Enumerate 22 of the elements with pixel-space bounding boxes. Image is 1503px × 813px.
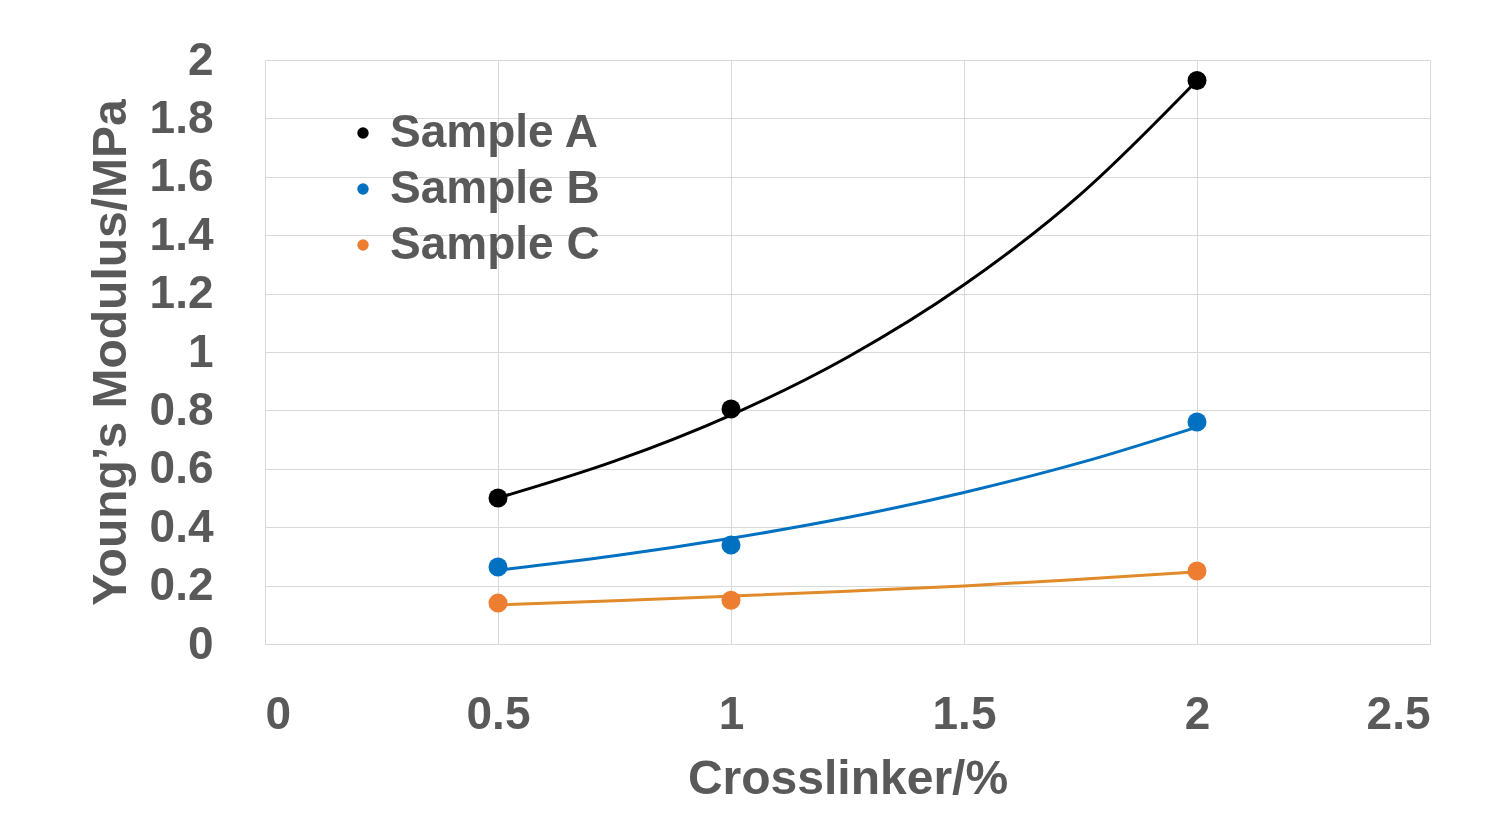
y-tick-label: 0.6 <box>149 441 214 494</box>
y-tick-label: 1.6 <box>149 149 214 202</box>
y-tick-label: 2 <box>187 32 214 85</box>
x-tick-label: 0 <box>265 686 292 739</box>
y-tick-label: 1 <box>187 324 214 377</box>
y-axis-title: Young’s Modulus/MPa <box>82 98 136 606</box>
x-tick-label: 2.5 <box>1366 686 1431 739</box>
x-axis-title: Crosslinker/% <box>687 750 1009 804</box>
y-tick-label: 1.2 <box>149 266 214 319</box>
x-tick-label: 1 <box>718 686 745 739</box>
y-tick-label: 0.8 <box>149 382 214 435</box>
x-tick-label: 1.5 <box>932 686 997 739</box>
y-tick-label: 0 <box>187 616 214 669</box>
y-tick-label: 0.2 <box>149 558 214 611</box>
y-tick-label: 1.4 <box>149 207 214 260</box>
legend-label: Sample A <box>390 105 598 157</box>
y-tick-label: 1.8 <box>149 90 214 143</box>
legend-label: Sample B <box>390 161 600 213</box>
x-tick-label: 2 <box>1184 686 1211 739</box>
x-tick-label: 0.5 <box>466 686 531 739</box>
y-tick-label: 0.4 <box>149 499 214 552</box>
legend-label: Sample C <box>390 217 600 269</box>
